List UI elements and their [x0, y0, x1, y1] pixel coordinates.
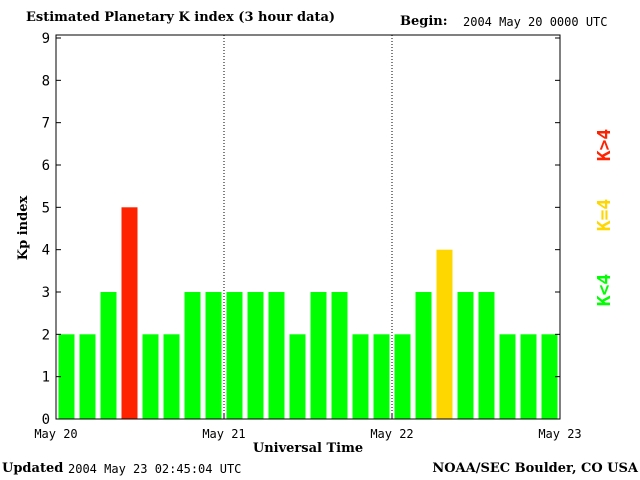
kp-bar — [163, 334, 180, 419]
y-tick-label: 8 — [42, 73, 50, 89]
credit-text: NOAA/SEC Boulder, CO USA — [432, 461, 638, 476]
kp-bar — [436, 249, 453, 419]
x-tick-label: May 21 — [202, 427, 245, 441]
begin-label: Begin: — [400, 14, 448, 29]
kp-bar — [541, 334, 558, 419]
y-tick-label: 4 — [42, 243, 50, 259]
chart-title: Estimated Planetary K index (3 hour data… — [26, 10, 336, 25]
y-axis-label: Kp index — [16, 196, 31, 261]
y-tick-label: 9 — [42, 31, 50, 47]
kp-bar — [310, 292, 327, 419]
kp-bar — [79, 334, 96, 419]
kp-bar — [373, 334, 390, 419]
kp-bar — [478, 292, 495, 419]
y-axis: 0 1 2 3 4 5 6 7 8 9 — [42, 31, 560, 428]
kp-bar — [331, 292, 348, 419]
kp-bar — [58, 334, 75, 419]
kp-bar — [289, 334, 306, 419]
y-tick-label: 1 — [42, 370, 50, 386]
begin-value: 2004 May 20 0000 UTC — [463, 15, 608, 29]
x-axis-label: Universal Time — [253, 441, 363, 456]
legend-entry: K>4 — [594, 129, 615, 162]
y-tick-label: 0 — [42, 412, 50, 428]
y-tick-label: 7 — [42, 116, 50, 132]
y-tick-label: 2 — [42, 327, 50, 343]
kp-bar — [268, 292, 285, 419]
kp-bar — [226, 292, 243, 419]
kp-bar — [142, 334, 159, 419]
legend-entry: K<4 — [594, 274, 615, 307]
legend-entry: K=4 — [594, 199, 615, 232]
y-tick-label: 3 — [42, 285, 50, 301]
kp-bar — [184, 292, 201, 419]
kp-bar — [100, 292, 117, 419]
kp-bar — [205, 292, 222, 419]
day-separators — [223, 35, 393, 419]
legend: K<4 K=4 K>4 — [594, 129, 615, 307]
updated-label: Updated — [2, 461, 64, 476]
kp-bar — [247, 292, 264, 419]
kp-bar — [352, 334, 369, 419]
x-tick-label: May 23 — [538, 427, 581, 441]
kp-bar — [415, 292, 432, 419]
bars-group — [58, 207, 558, 419]
kp-bar — [457, 292, 474, 419]
y-tick-label: 6 — [42, 158, 50, 174]
y-tick-label: 5 — [42, 200, 50, 216]
x-tick-label: May 22 — [370, 427, 413, 441]
kp-bar — [394, 334, 411, 419]
kp-bar — [121, 207, 138, 419]
x-tick-label: May 20 — [34, 427, 77, 441]
updated-timestamp: 2004 May 23 02:45:04 UTC — [68, 462, 242, 476]
kp-bar — [499, 334, 516, 419]
kp-bar — [520, 334, 537, 419]
x-axis: May 20 May 21 May 22 May 23 — [34, 413, 582, 441]
plot-frame — [55, 34, 561, 420]
